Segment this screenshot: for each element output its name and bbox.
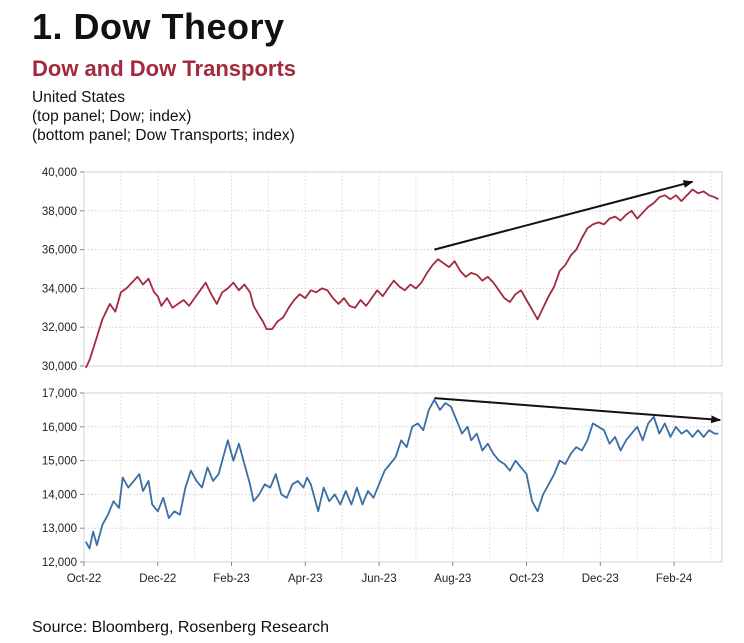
top-series-line-dow bbox=[84, 188, 719, 369]
x-tick-label: Feb-23 bbox=[213, 573, 249, 585]
bottom-y-tick-label: 16,000 bbox=[42, 422, 77, 434]
bottom-y-tick-label: 12,000 bbox=[42, 557, 77, 569]
x-tick-label: Oct-22 bbox=[67, 573, 102, 585]
x-tick-label: Aug-23 bbox=[434, 573, 471, 585]
subtitle-region: United States bbox=[32, 89, 126, 106]
top-y-tick-label: 36,000 bbox=[42, 245, 77, 257]
bottom-plot-frame bbox=[83, 392, 723, 563]
chart-title: Dow and Dow Transports bbox=[32, 56, 297, 81]
x-tick-label: Feb-24 bbox=[656, 573, 693, 585]
bottom-y-tick-label: 14,000 bbox=[42, 489, 77, 501]
x-tick-label: Dec-22 bbox=[139, 573, 176, 585]
bottom-panel-dow-transports: 17,000 16,000 15,000 14,000 13,000 12,000 Oct-… bbox=[42, 388, 723, 585]
bottom-trend-arrow bbox=[434, 397, 722, 424]
top-y-tick-label: 38,000 bbox=[42, 206, 77, 218]
x-tick-label: Dec-23 bbox=[582, 573, 619, 585]
top-trend-arrow bbox=[434, 180, 694, 251]
source-note: Source: Bloomberg, Rosenberg Research bbox=[32, 619, 330, 636]
top-y-tick-label: 40,000 bbox=[42, 167, 77, 179]
dow-theory-chart: 40,000 38,000 36,000 34,000 32,000 30,000 17,… bbox=[42, 167, 723, 585]
x-tick-label: Oct-23 bbox=[509, 573, 544, 585]
top-y-tick-label: 32,000 bbox=[42, 322, 77, 334]
x-tick-label: Jun-23 bbox=[361, 573, 396, 585]
subtitle-bottom-panel: (bottom panel; Dow Transports; index) bbox=[32, 127, 295, 144]
page-heading: 1. Dow Theory bbox=[32, 6, 285, 47]
bottom-y-tick-label: 13,000 bbox=[42, 523, 77, 535]
bottom-y-tick-label: 15,000 bbox=[42, 456, 77, 468]
bottom-series-line-dow-transports bbox=[85, 398, 719, 550]
subtitle-top-panel: (top panel; Dow; index) bbox=[32, 108, 192, 125]
top-y-tick-label: 34,000 bbox=[42, 283, 77, 295]
top-plot-frame bbox=[83, 171, 723, 367]
x-tick-label: Apr-23 bbox=[288, 573, 323, 585]
bottom-y-tick-label: 17,000 bbox=[42, 388, 77, 400]
top-panel-dow: 40,000 38,000 36,000 34,000 32,000 30,000 bbox=[42, 167, 723, 373]
top-y-tick-label: 30,000 bbox=[42, 361, 77, 373]
